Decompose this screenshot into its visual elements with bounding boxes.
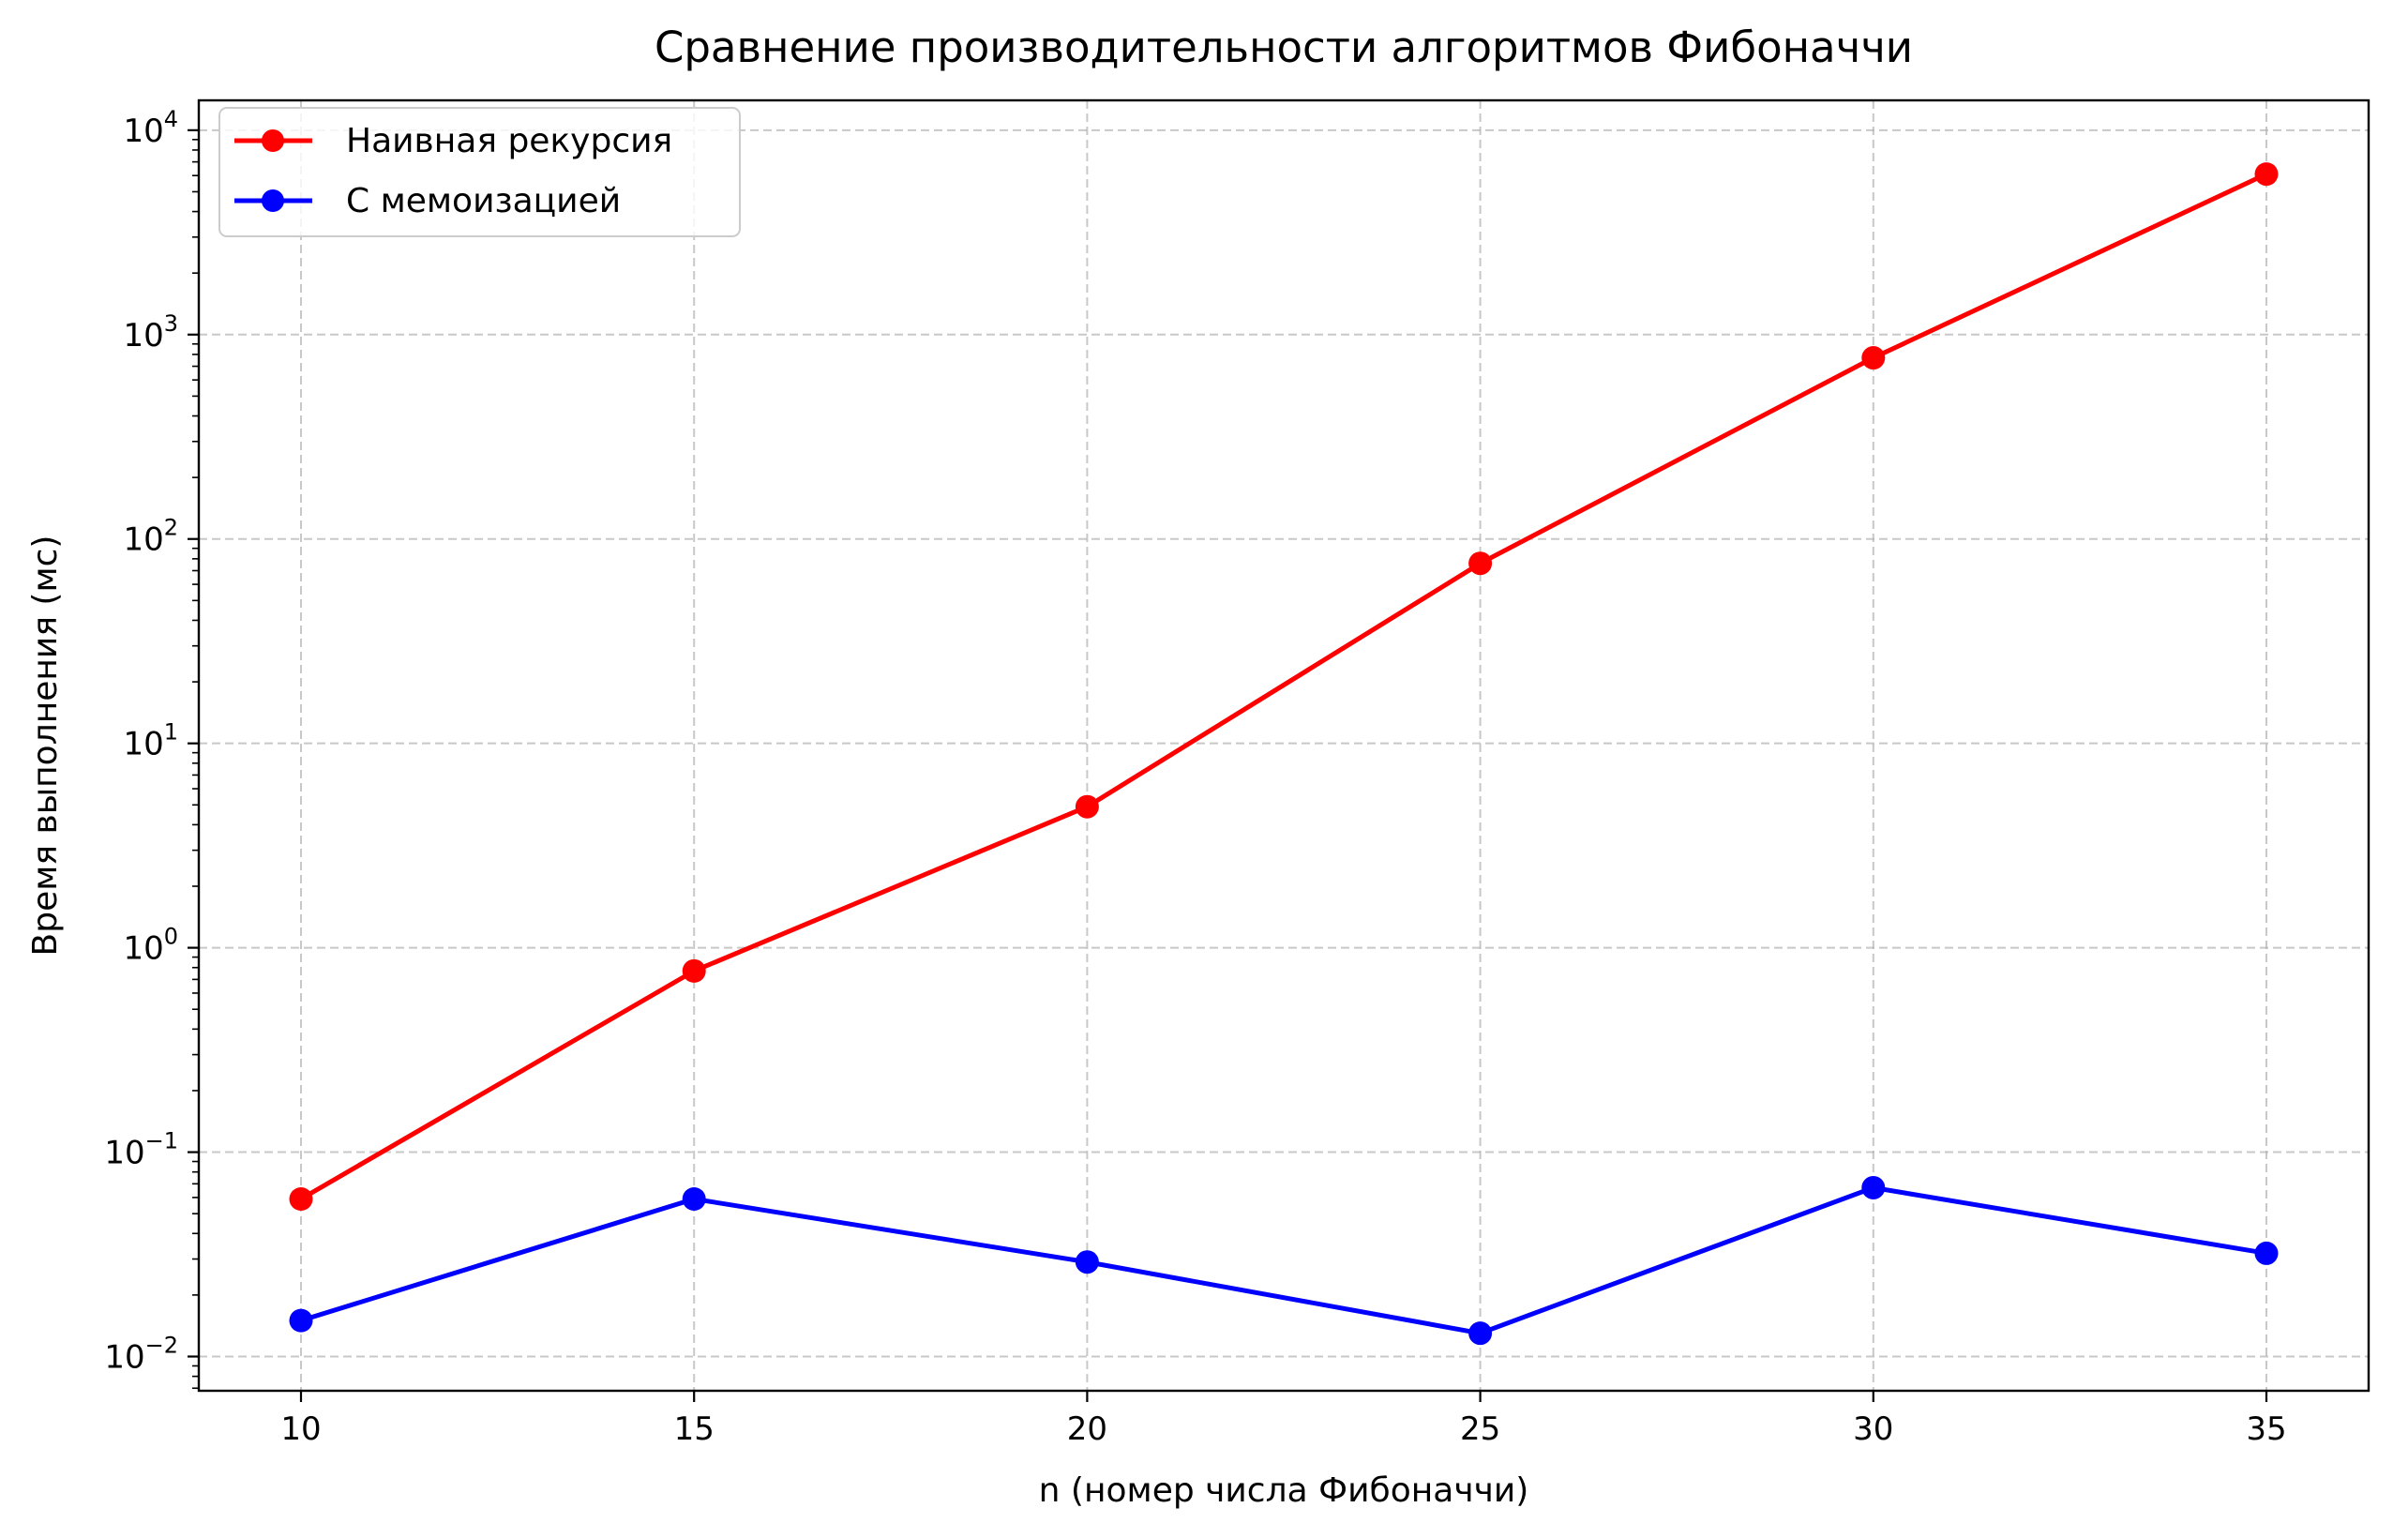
data-point <box>2254 162 2279 187</box>
y-tick-label: 102 <box>123 515 178 559</box>
data-point <box>1861 1175 1886 1199</box>
data-point <box>1468 551 1493 576</box>
y-tick-label: 101 <box>123 719 178 763</box>
y-tick-base: 10 <box>104 1338 144 1376</box>
y-tick-label: 103 <box>123 310 178 354</box>
y-tick-base: 10 <box>104 1135 144 1172</box>
y-tick-exponent: 3 <box>164 310 178 337</box>
y-tick-label: 104 <box>123 106 178 150</box>
x-axis-label: n (номер числа Фибоначчи) <box>1039 1471 1529 1510</box>
y-tick-base: 10 <box>123 930 163 968</box>
data-point <box>1861 346 1886 370</box>
x-tick-label: 25 <box>1460 1410 1500 1448</box>
legend-box <box>218 107 741 237</box>
legend-label-naive: Наивная рекурсия <box>346 122 672 160</box>
y-tick-exponent: −2 <box>145 1332 178 1358</box>
y-tick-base: 10 <box>123 317 163 354</box>
y-tick-exponent: −1 <box>145 1128 178 1154</box>
legend: Наивная рекурсия С мемоизацией <box>218 107 741 237</box>
y-tick-base: 10 <box>123 113 163 150</box>
data-point <box>289 1308 313 1333</box>
data-point <box>1075 1250 1099 1274</box>
data-point <box>682 1186 706 1211</box>
data-point <box>289 1186 313 1211</box>
legend-label-memo: С мемоизацией <box>346 182 621 220</box>
x-tick-label: 10 <box>280 1410 321 1448</box>
legend-marker-naive <box>262 129 284 152</box>
plot-frame <box>197 98 2370 1393</box>
y-tick-exponent: 2 <box>164 515 178 541</box>
x-tick-label: 35 <box>2246 1410 2286 1448</box>
data-point <box>682 958 706 983</box>
x-tick-label: 30 <box>1853 1410 1893 1448</box>
x-tick-label: 20 <box>1067 1410 1107 1448</box>
series-line-0 <box>299 172 2268 1201</box>
y-axis-label: Время выполнения (мс) <box>26 535 65 957</box>
series-layer <box>289 162 2279 1346</box>
y-tick-exponent: 1 <box>164 719 178 746</box>
y-tick-label: 10−1 <box>104 1128 178 1172</box>
y-tick-exponent: 4 <box>164 106 178 132</box>
y-tick-exponent: 0 <box>164 924 178 950</box>
chart-title: Сравнение производительности алгоритмов … <box>655 23 1913 72</box>
data-point <box>1075 794 1099 819</box>
data-point <box>2254 1241 2279 1265</box>
y-tick-base: 10 <box>123 521 163 559</box>
y-tick-base: 10 <box>123 726 163 763</box>
series-line-1 <box>300 1184 2267 1336</box>
y-tick-label: 100 <box>123 924 178 968</box>
y-tick-label: 10−2 <box>104 1332 178 1376</box>
data-point <box>1468 1321 1493 1346</box>
x-tick-label: 15 <box>674 1410 715 1448</box>
legend-marker-memo <box>262 189 284 212</box>
